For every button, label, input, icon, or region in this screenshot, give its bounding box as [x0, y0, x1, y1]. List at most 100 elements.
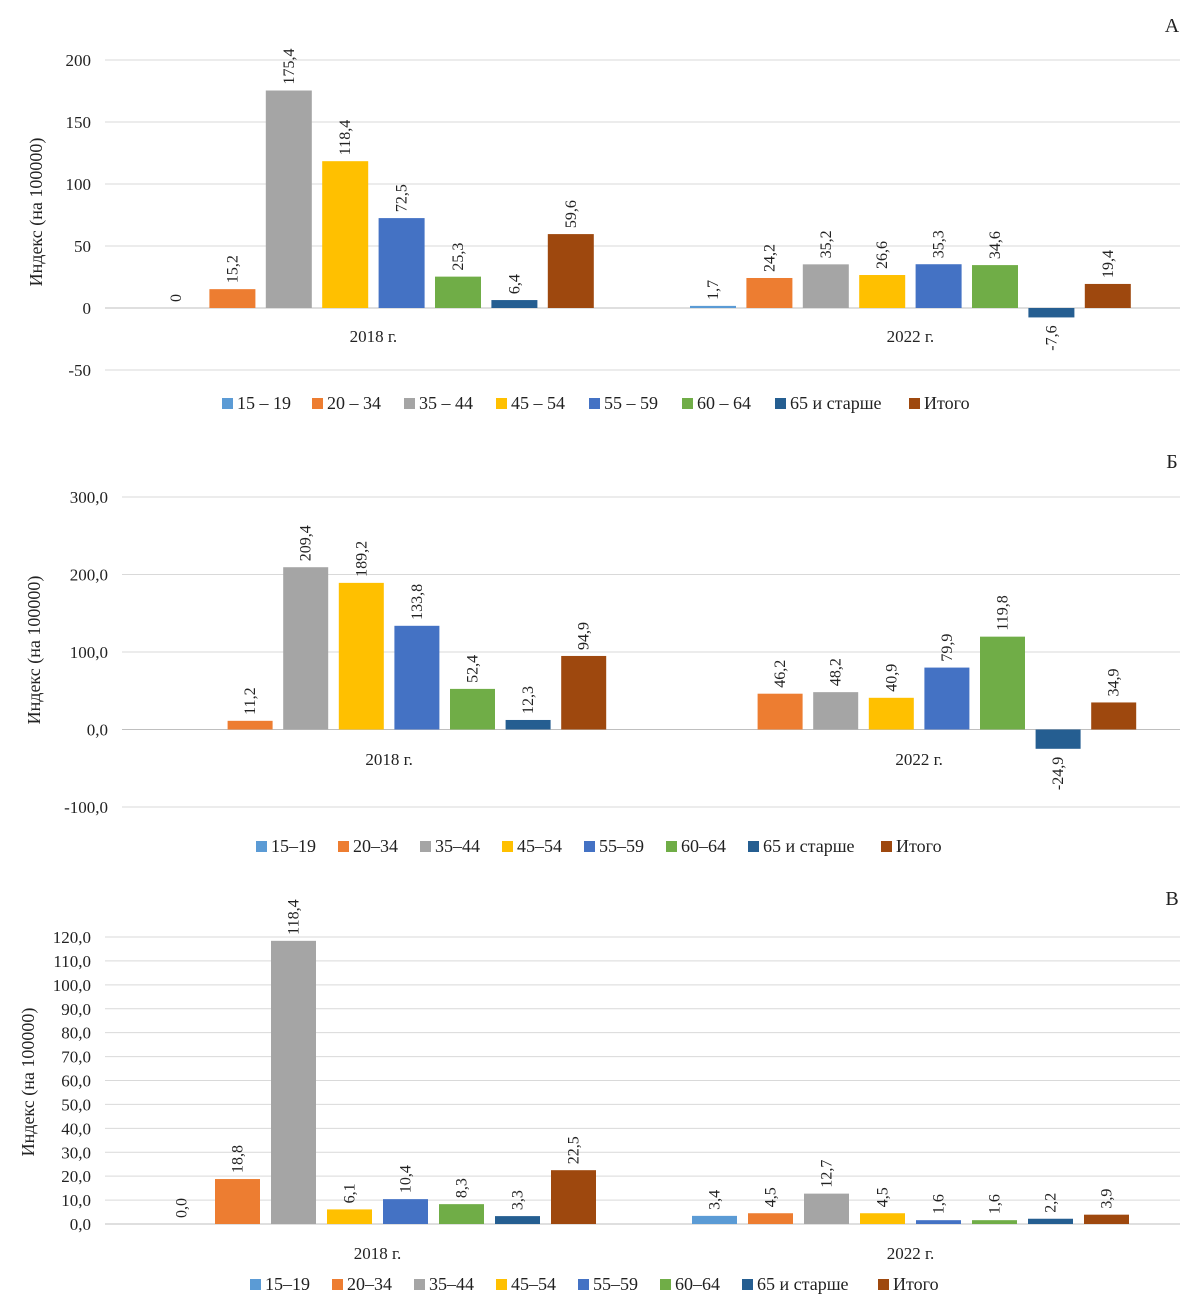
chart-panel-3: 0,0 10,0 20,0 30,0 40,0 50,0 60,0 70,0 80,0 90,0 1… — [18, 888, 1180, 1294]
data-label: 40,9 — [883, 664, 900, 692]
bar — [868, 697, 914, 730]
legend-label: 60 – 64 — [697, 393, 751, 413]
bar — [491, 300, 538, 308]
y-tick-label: 10,0 — [61, 1191, 91, 1210]
legend-label: 20 – 34 — [327, 393, 381, 413]
y-tick-label: 0 — [83, 299, 92, 318]
legend-label: 60–64 — [675, 1274, 720, 1294]
y-tick-label: 120,0 — [53, 928, 91, 947]
legend-label: 20–34 — [353, 836, 398, 856]
y-tick-label: 0,0 — [87, 721, 108, 740]
chart-panel-1: -50 0 50 100 150 200 Индекс (на 100000) А 0 15,2 1… — [26, 15, 1180, 413]
data-label: 35,3 — [931, 230, 948, 258]
bar — [748, 1213, 793, 1224]
bar — [439, 1204, 484, 1224]
bar — [916, 1220, 961, 1224]
bar — [215, 1179, 260, 1224]
bar — [813, 692, 859, 730]
data-label: 18,8 — [230, 1145, 247, 1173]
legend-swatch — [222, 398, 233, 409]
data-label: 3,3 — [510, 1190, 527, 1210]
data-label: 59,6 — [563, 200, 580, 228]
y-tick-label: 50 — [74, 237, 91, 256]
data-label: 72,5 — [394, 184, 411, 212]
bar — [757, 693, 803, 730]
bar — [924, 667, 970, 730]
legend-swatch — [420, 841, 431, 852]
legend-swatch — [404, 398, 415, 409]
y-tick-label: 300,0 — [70, 488, 108, 507]
data-label: 46,2 — [772, 660, 789, 688]
data-label: 8,3 — [454, 1178, 471, 1198]
data-label: 119,8 — [995, 595, 1012, 630]
data-label: 34,6 — [987, 231, 1004, 259]
legend-swatch — [775, 398, 786, 409]
panel-label: Б — [1166, 451, 1177, 473]
data-label: 1,7 — [705, 280, 722, 300]
category-label: 2018 г. — [365, 750, 413, 769]
data-label: 2,2 — [1043, 1193, 1060, 1213]
bar — [746, 277, 793, 308]
bar — [561, 655, 607, 730]
bar — [495, 1216, 540, 1224]
y-tick-label: -100,0 — [64, 798, 108, 817]
legend-label: 15 – 19 — [237, 393, 291, 413]
y-axis-label: Индекс (на 100000) — [18, 1008, 39, 1157]
legend-label: 35–44 — [435, 836, 480, 856]
bar — [1084, 1214, 1129, 1224]
legend-swatch — [660, 1279, 671, 1290]
y-tick-label: 40,0 — [61, 1119, 91, 1138]
legend-swatch — [578, 1279, 589, 1290]
data-label: 35,2 — [818, 230, 835, 258]
data-label: 79,9 — [939, 634, 956, 662]
y-tick-label: 200 — [66, 51, 92, 70]
data-label: 26,6 — [874, 241, 891, 269]
data-label: 24,2 — [761, 244, 778, 272]
bar — [378, 218, 425, 308]
legend-label: 15–19 — [271, 836, 316, 856]
legend-swatch — [256, 841, 267, 852]
data-label: 10,4 — [398, 1165, 415, 1193]
bar — [860, 1213, 905, 1224]
data-label: 209,4 — [298, 525, 315, 561]
y-tick-label: 70,0 — [61, 1048, 91, 1067]
data-label: 15,2 — [224, 255, 241, 283]
category-label: 2022 г. — [887, 327, 935, 346]
legend-label: 65 и старше — [763, 836, 855, 856]
bar — [394, 625, 440, 730]
bar — [802, 264, 849, 308]
bar — [1084, 283, 1131, 308]
data-label: 0 — [168, 294, 185, 302]
data-label: 3,9 — [1099, 1189, 1116, 1209]
legend-label: 65 и старше — [790, 393, 882, 413]
legend-label: 15–19 — [265, 1274, 310, 1294]
y-tick-label: 30,0 — [61, 1143, 91, 1162]
y-tick-label: 100 — [66, 175, 92, 194]
data-label: 4,5 — [763, 1187, 780, 1207]
data-label: -24,9 — [1050, 757, 1067, 790]
category-label: 2022 г. — [895, 750, 943, 769]
data-label: -7,6 — [1043, 325, 1060, 350]
data-label: 25,3 — [450, 243, 467, 271]
legend-swatch — [881, 841, 892, 852]
chart-panel-2: -100,0 0,0 100,0 200,0 300,0 Индекс (на 10000… — [24, 451, 1180, 856]
y-tick-label: 60,0 — [61, 1072, 91, 1091]
data-label: 189,2 — [353, 541, 370, 577]
data-label: 6,4 — [506, 274, 523, 294]
legend-label: 35–44 — [429, 1274, 474, 1294]
legend-label: Итого — [893, 1274, 939, 1294]
legend-label: 45–54 — [511, 1274, 556, 1294]
y-tick-label: 100,0 — [53, 976, 91, 995]
bar — [227, 720, 273, 730]
y-tick-label: 20,0 — [61, 1167, 91, 1186]
category-label: 2018 г. — [354, 1244, 402, 1263]
category-label: 2022 г. — [887, 1244, 935, 1263]
y-tick-label: 110,0 — [53, 952, 91, 971]
bar — [980, 636, 1025, 730]
bar — [690, 305, 736, 308]
legend-swatch — [748, 841, 759, 852]
category-label: 2018 г. — [350, 327, 398, 346]
bar — [338, 582, 384, 730]
bar — [551, 1170, 596, 1224]
